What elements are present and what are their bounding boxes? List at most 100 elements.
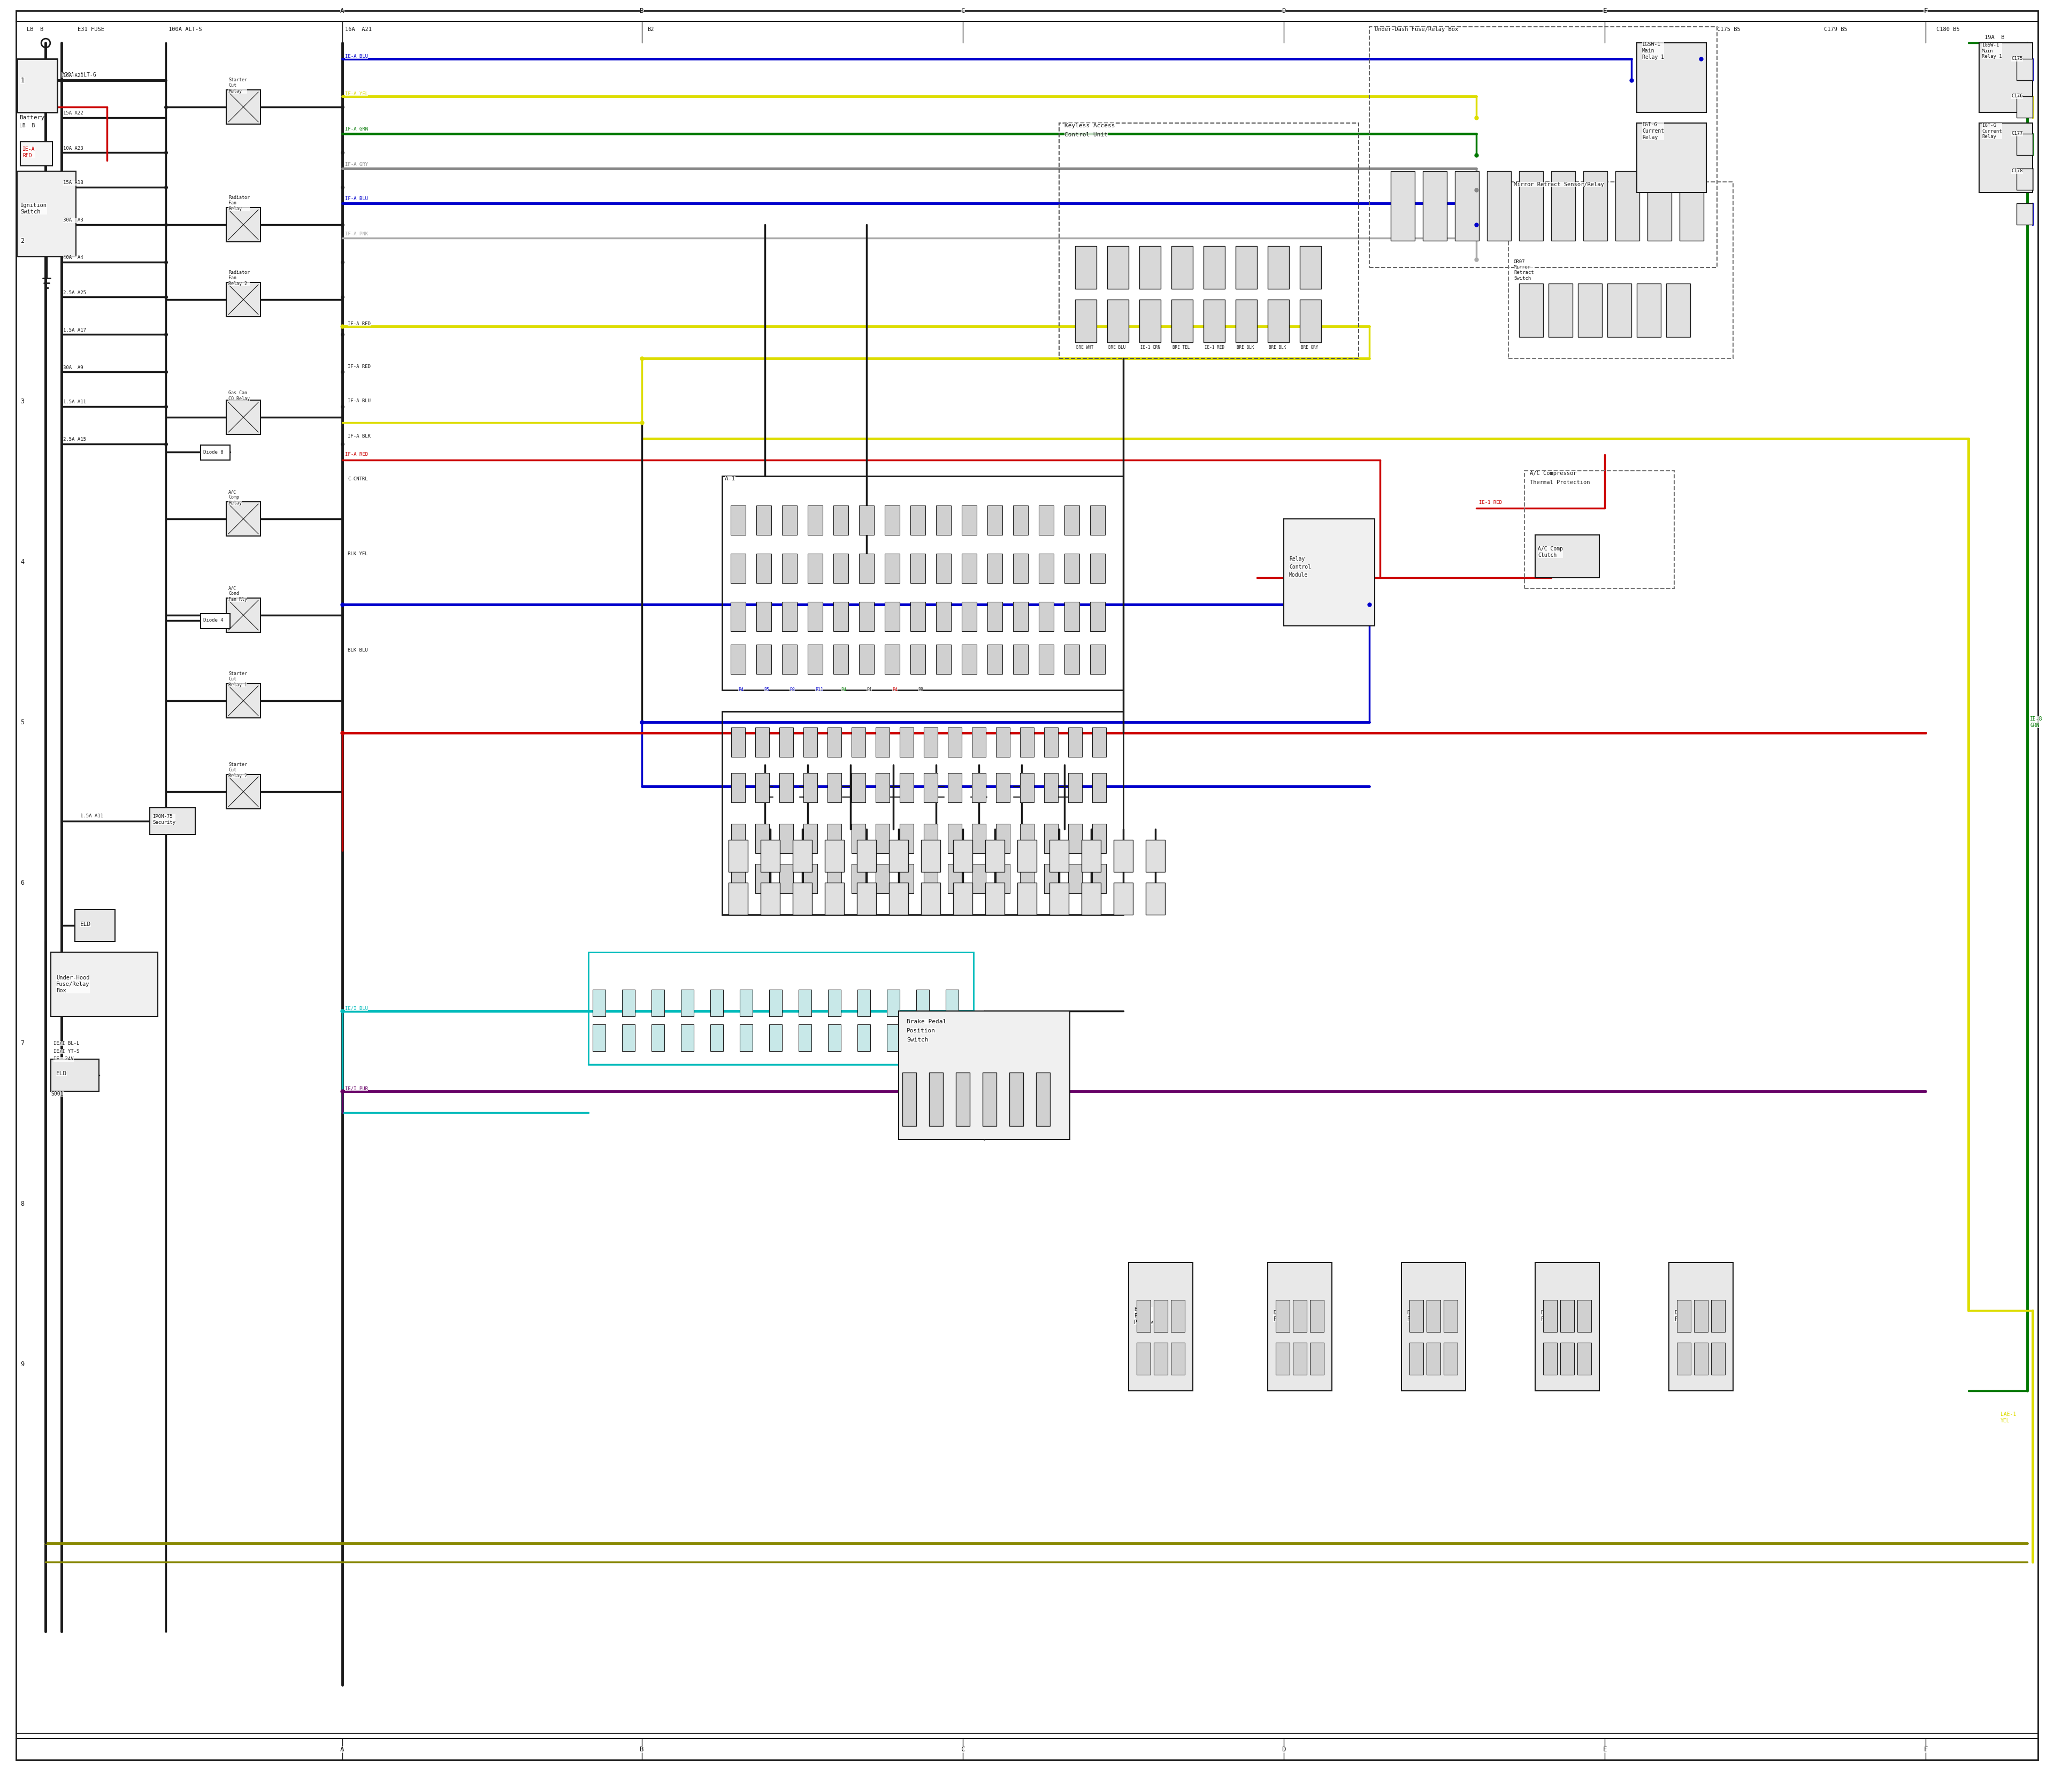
Bar (988, 645, 1002, 674)
Bar (996, 864, 1011, 894)
Text: Battery: Battery (18, 115, 45, 120)
Text: Relay: Relay (1290, 556, 1304, 561)
Bar (1676, 1299, 1690, 1331)
Bar (760, 840, 781, 873)
Bar (972, 772, 986, 803)
Text: 120A  ALT-G: 120A ALT-G (62, 72, 97, 77)
Bar (51, 1059, 99, 1091)
Bar (731, 602, 746, 631)
Bar (828, 728, 842, 756)
Bar (953, 840, 972, 873)
Bar (587, 952, 974, 1064)
Bar (778, 864, 793, 894)
Bar (988, 602, 1002, 631)
Bar (1300, 299, 1321, 342)
Bar (1154, 1342, 1167, 1374)
Bar (16, 59, 58, 113)
Text: D: D (1282, 1745, 1286, 1753)
Bar (201, 444, 230, 461)
Text: ELD: ELD (80, 921, 90, 926)
Bar (972, 728, 986, 756)
Bar (1093, 864, 1107, 894)
Bar (783, 505, 797, 536)
Text: A/C
Cond
Fan Rly: A/C Cond Fan Rly (228, 586, 246, 602)
Text: P8: P8 (789, 688, 795, 692)
Text: Diode 4: Diode 4 (203, 618, 224, 624)
Bar (834, 505, 848, 536)
Bar (1039, 645, 1054, 674)
Text: IE/I BLU: IE/I BLU (345, 1005, 368, 1011)
Bar (885, 602, 900, 631)
Text: Mirror Retract Sensor/Relay: Mirror Retract Sensor/Relay (1514, 181, 1604, 186)
Text: P4: P4 (891, 688, 898, 692)
Bar (828, 864, 842, 894)
Bar (1107, 246, 1128, 289)
Text: 1.5A A11: 1.5A A11 (64, 400, 86, 405)
Text: 16A A21: 16A A21 (64, 73, 84, 79)
Bar (723, 711, 1124, 914)
Text: Door
Plug: Door Plug (1407, 1310, 1419, 1322)
Text: 30A  A3: 30A A3 (64, 219, 84, 222)
Text: Door
Plug: Door Plug (1540, 1310, 1553, 1322)
Bar (947, 772, 961, 803)
Bar (651, 989, 663, 1016)
Bar (1561, 1299, 1573, 1331)
Bar (1428, 1342, 1440, 1374)
Bar (924, 772, 939, 803)
Bar (1577, 1299, 1592, 1331)
Bar (1021, 824, 1033, 853)
Bar (1637, 43, 1707, 113)
Bar (1444, 1299, 1458, 1331)
Bar (731, 864, 746, 894)
Bar (859, 505, 875, 536)
Bar (803, 864, 817, 894)
Bar (1284, 520, 1374, 625)
Bar (1423, 172, 1446, 240)
Bar (74, 909, 115, 941)
Bar (828, 1025, 840, 1052)
Bar (1021, 864, 1033, 894)
Text: IF-A BLU: IF-A BLU (347, 400, 370, 403)
Bar (807, 554, 824, 582)
Text: BRE BLU: BRE BLU (1109, 346, 1126, 349)
Text: Radiator
Fan
Relay: Radiator Fan Relay (228, 195, 251, 211)
Text: 100A ALT-S: 100A ALT-S (168, 27, 201, 32)
Bar (1543, 1299, 1557, 1331)
Text: E: E (1602, 1745, 1606, 1753)
Text: IF-A PNK: IF-A PNK (345, 231, 368, 237)
Text: 1: 1 (21, 77, 25, 84)
Bar (1050, 840, 1068, 873)
Bar (1276, 1342, 1290, 1374)
Text: LB  B: LB B (27, 27, 43, 32)
Bar (924, 824, 939, 853)
Bar (622, 989, 635, 1016)
Bar (826, 883, 844, 914)
Text: C180 B5: C180 B5 (1937, 27, 1960, 32)
Text: Brake Pedal: Brake Pedal (906, 1020, 947, 1025)
Text: P1: P1 (867, 688, 871, 692)
Bar (1551, 172, 1575, 240)
Text: 10A A23: 10A A23 (64, 145, 84, 151)
Bar (1068, 864, 1082, 894)
Bar (778, 824, 793, 853)
Bar (1711, 1342, 1725, 1374)
Text: P4: P4 (737, 688, 744, 692)
Bar (1021, 728, 1033, 756)
Bar (1267, 299, 1290, 342)
Bar (783, 645, 797, 674)
Text: C-CNTRL: C-CNTRL (347, 477, 368, 482)
Bar (852, 864, 865, 894)
Text: IGT-G
Current
Relay: IGT-G Current Relay (1641, 122, 1664, 140)
Bar (226, 400, 261, 434)
Bar (2017, 97, 2033, 118)
Text: Ignition
Switch: Ignition Switch (21, 202, 47, 215)
Bar (1647, 172, 1672, 240)
Text: P8: P8 (918, 688, 922, 692)
Bar (920, 840, 941, 873)
Text: 40A  A4: 40A A4 (64, 256, 84, 260)
Bar (1107, 299, 1128, 342)
Text: IF-A GRY: IF-A GRY (345, 163, 368, 167)
Text: IE  24V: IE 24V (53, 1057, 74, 1061)
Bar (201, 613, 230, 629)
Text: IF-A RED: IF-A RED (345, 452, 368, 457)
